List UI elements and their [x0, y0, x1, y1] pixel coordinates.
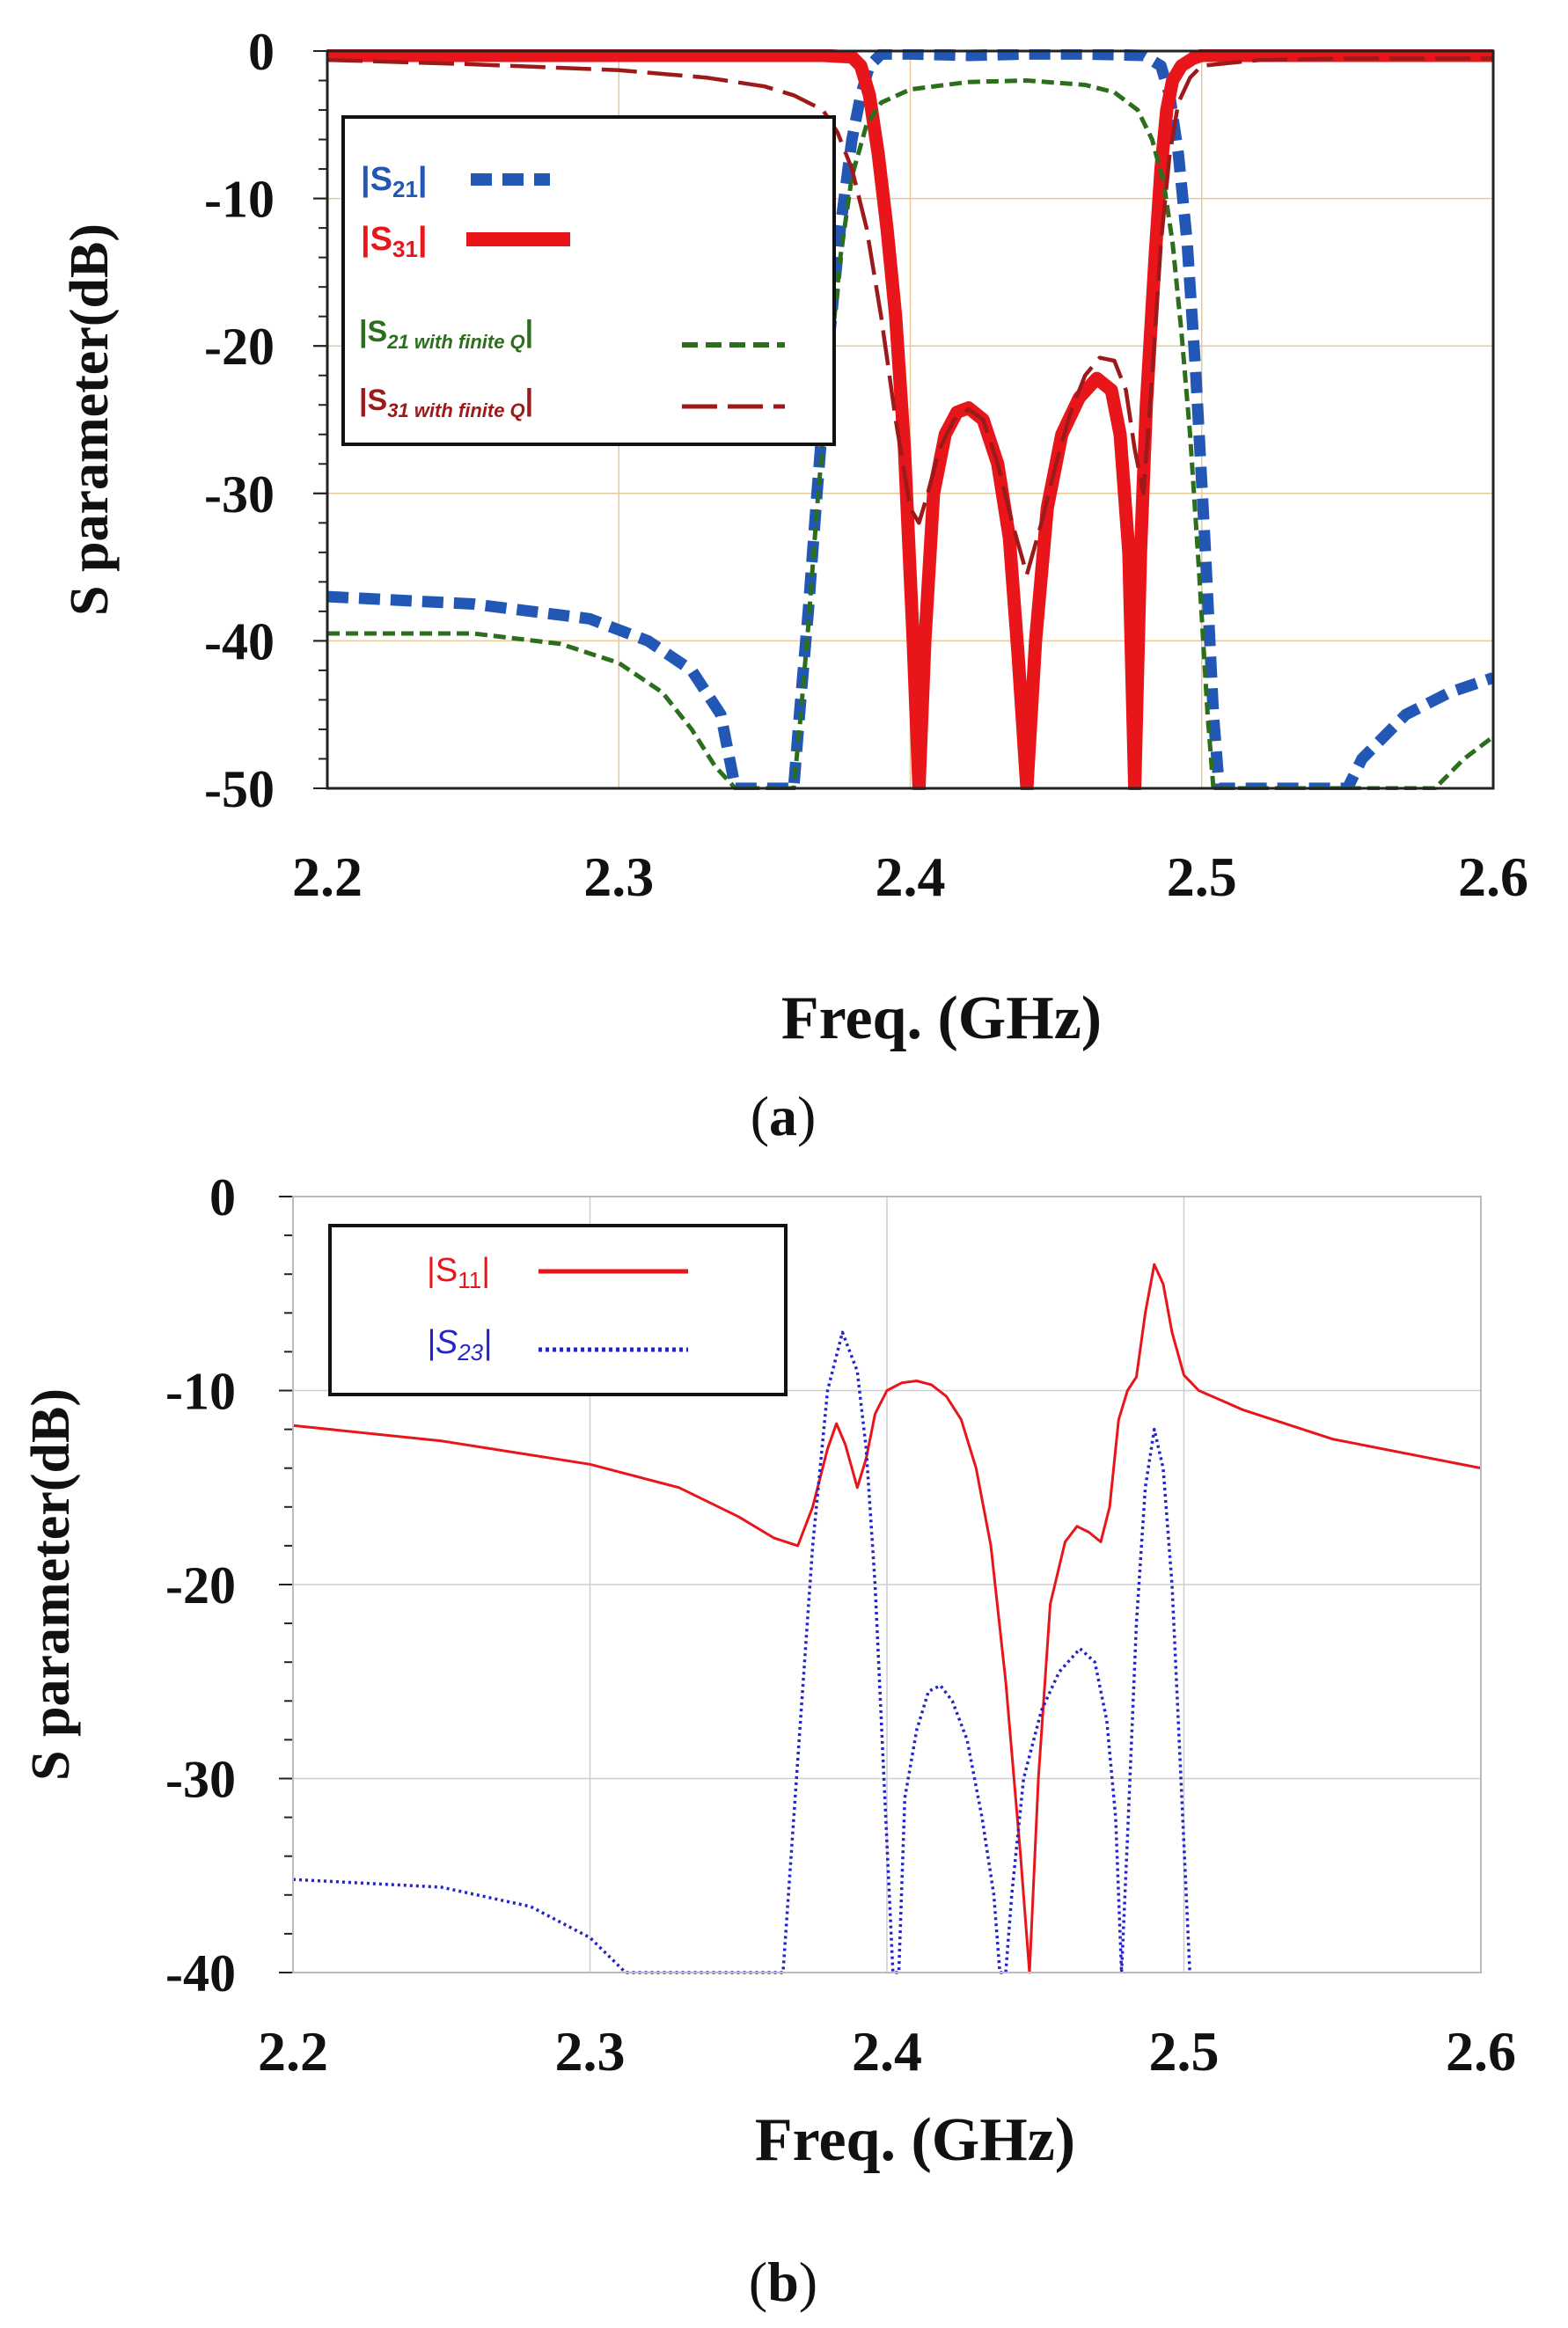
chart-a-frame [326, 49, 1495, 790]
x-tick-label: 2.5 [1149, 2020, 1220, 2083]
chart-a-y-ticks: 0 -10 -20 -30 -40 -50 [204, 23, 275, 818]
legend-a-s31q-main: |S [359, 384, 387, 417]
chart-b-xlabel: Freq. (GHz) [755, 2106, 1075, 2174]
chart-b-legend: |S11| |S23| [328, 1224, 788, 1396]
legend-a-s31-sub: 31 [392, 236, 418, 262]
legend-b-s11-main: |S [427, 1252, 458, 1289]
legend-a-entry-s21: |S21| [361, 161, 550, 202]
svg-text:|S21|: |S21| [361, 161, 428, 202]
y-tick-label: -20 [165, 1556, 236, 1614]
series-a-1 [327, 49, 1493, 790]
legend-b-entry-s23: |S23| [427, 1324, 688, 1365]
chart-b: 0 -10 -20 -30 -40 2.2 2.3 2.4 2.5 2.6 S paramete… [21, 1170, 1516, 2313]
legend-a-entry-s31q: |S31 with finite Q| [359, 384, 785, 421]
legend-a-s21q-sub: 21 with finite Q [386, 331, 524, 353]
y-tick-label: -50 [204, 760, 275, 818]
legend-b-s23-sub: 23 [457, 1339, 483, 1365]
x-tick-label: 2.3 [555, 2020, 626, 2083]
x-tick-label: 2.5 [1167, 846, 1237, 908]
chart-a-legend-box [341, 115, 836, 446]
series-b-0 [293, 1263, 1481, 1974]
y-tick-label: -30 [165, 1751, 236, 1809]
y-tick-label: -10 [204, 171, 275, 229]
legend-a-entry-s31: |S31| [361, 221, 570, 262]
chart-a: 0 -10 -20 -30 -40 -50 2.2 2.3 2.4 2.5 2.6 S param… [60, 23, 1528, 1147]
legend-b-s11-sub: 11 [458, 1267, 481, 1293]
chart-b-ylabel: S parameter(dB) [21, 1388, 81, 1781]
legend-b-s23-end: | [483, 1324, 492, 1361]
y-tick-label: 0 [209, 1170, 236, 1226]
y-tick-label: 0 [248, 23, 275, 81]
legend-a-s21-main: |S [361, 161, 392, 198]
legend-a-s31q-end: | [525, 384, 534, 417]
chart-a-caption-open: ( [751, 1085, 769, 1147]
legend-b-entry-s11: |S11| [427, 1252, 688, 1293]
chart-b-caption-close: ) [799, 2251, 817, 2313]
chart-b-frame [292, 1196, 1482, 1973]
x-tick-label: 2.6 [1458, 846, 1528, 908]
svg-text:|S31|: |S31| [361, 221, 428, 262]
svg-text:|S23|: |S23| [427, 1324, 492, 1365]
chart-b-y-ticks: 0 -10 -20 -30 -40 [165, 1170, 236, 2002]
y-tick-label: -10 [165, 1363, 236, 1421]
chart-b-caption-letter: b [767, 2251, 799, 2313]
svg-text:|S11|: |S11| [427, 1252, 490, 1293]
series-a-2 [327, 78, 1493, 790]
chart-a-xlabel: Freq. (GHz) [781, 985, 1102, 1052]
chart-b-minor-ticks [279, 1196, 293, 1973]
svg-text:(b): (b) [749, 2251, 817, 2313]
chart-b-legend-box [328, 1224, 788, 1396]
chart-a-caption-close: ) [797, 1085, 816, 1147]
series-a-0 [327, 49, 1493, 790]
chart-a-caption-letter: a [769, 1085, 797, 1147]
chart-a-x-ticks: 2.2 2.3 2.4 2.5 2.6 [292, 846, 1528, 908]
chart-a-minor-ticks [313, 50, 327, 789]
svg-text:(a): (a) [751, 1085, 817, 1147]
chart-b-caption-open: ( [749, 2251, 767, 2313]
legend-b-s11-end: | [481, 1252, 490, 1289]
y-tick-label: -40 [204, 612, 275, 670]
chart-b-series [293, 1263, 1481, 1974]
chart-a-caption: (a) [751, 1085, 817, 1147]
x-tick-label: 2.4 [876, 846, 946, 908]
legend-a-s31q-sub: 31 with finite Q [387, 399, 524, 421]
chart-b-caption: (b) [749, 2251, 817, 2313]
svg-text:|S31 with finite Q|: |S31 with finite Q| [359, 384, 533, 421]
legend-a-s21-end: | [418, 161, 428, 198]
y-tick-label: -20 [204, 318, 275, 376]
x-tick-label: 2.2 [292, 846, 363, 908]
x-tick-label: 2.3 [583, 846, 654, 908]
legend-a-s31-main: |S [361, 221, 392, 258]
y-tick-label: -40 [165, 1944, 236, 2002]
svg-text:|S21 with finite Q|: |S21 with finite Q| [359, 315, 533, 353]
chart-a-ylabel: S parameter(dB) [60, 223, 120, 616]
x-tick-label: 2.6 [1446, 2020, 1516, 2083]
legend-a-s21-sub: 21 [392, 176, 418, 202]
legend-a-s31-end: | [418, 221, 428, 258]
x-tick-label: 2.2 [258, 2020, 328, 2083]
series-b-1 [293, 1330, 1191, 1974]
legend-b-s23-main: |S [427, 1324, 458, 1361]
chart-a-legend: |S21| |S31| |S21 with finite Q| |S31 wit… [341, 115, 836, 446]
x-tick-label: 2.4 [852, 2020, 922, 2083]
legend-a-s21q-end: | [525, 315, 534, 348]
y-tick-label: -30 [204, 465, 275, 523]
chart-b-x-ticks: 2.2 2.3 2.4 2.5 2.6 [258, 2020, 1516, 2083]
legend-a-s21q-main: |S [359, 315, 387, 348]
legend-a-entry-s21q: |S21 with finite Q| [359, 315, 785, 353]
